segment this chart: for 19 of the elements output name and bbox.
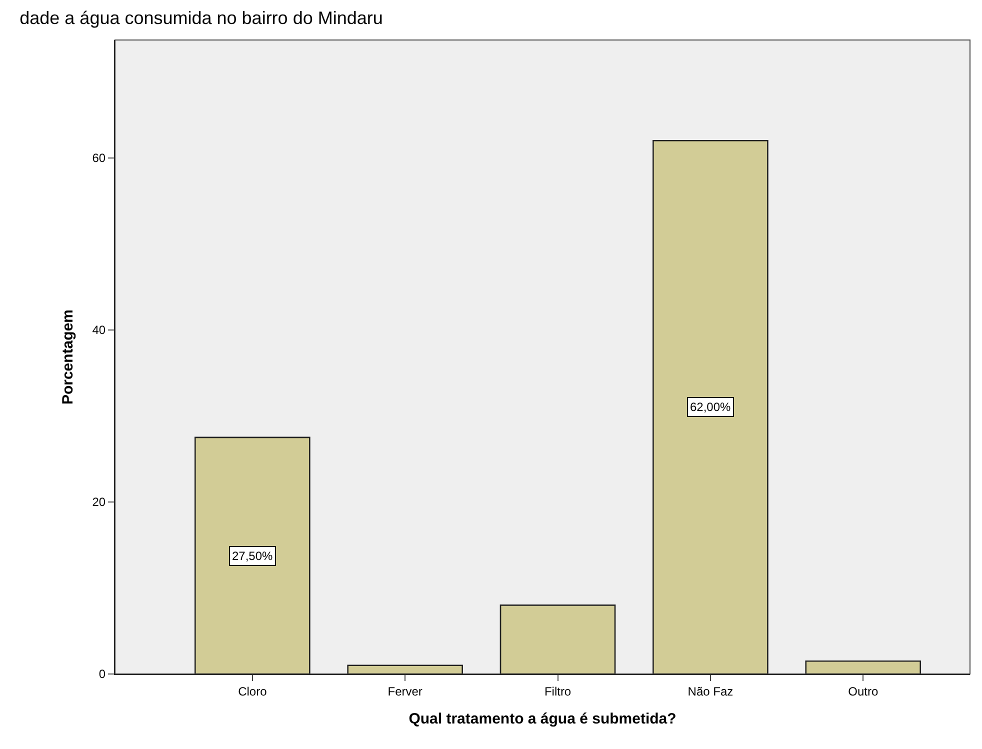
x-tick-label: Não Faz [688,684,734,698]
x-tick-label: Ferver [388,684,422,698]
bar [194,436,310,674]
bar [500,604,616,674]
data-label: 62,00% [690,400,732,414]
y-tick-label: 20 [92,495,106,510]
y-axis-title: Porcentagem [59,309,76,405]
x-tick-label: Filtro [544,684,572,698]
y-tick-label: 0 [98,667,106,682]
bar [347,664,463,674]
bar [652,140,768,674]
data-label: 27,50% [232,549,274,563]
x-tick-label: Outro [848,684,878,698]
x-axis-title: Qual tratamento a água é submetida? [408,710,676,728]
chart-title: dade a água consumida no bairro do Mindaru [20,8,383,28]
x-tick-label: Cloro [238,684,268,698]
bar [805,660,922,674]
y-tick-label: 40 [92,323,106,338]
y-tick-label: 60 [92,151,106,166]
